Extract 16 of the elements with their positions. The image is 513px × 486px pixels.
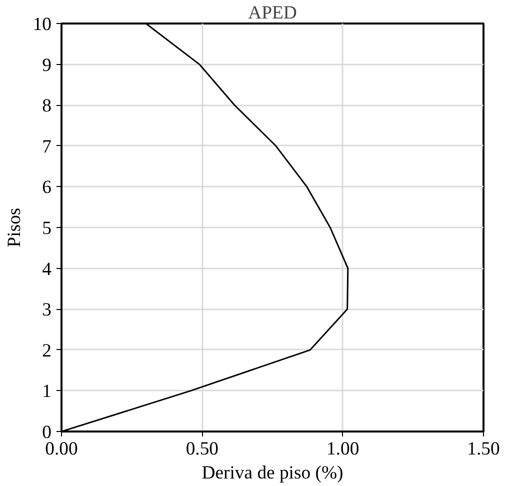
y-axis-title: Pisos: [4, 208, 25, 248]
y-tick-label: 10: [32, 14, 52, 35]
y-tick-label: 1: [42, 381, 52, 402]
chart-title: APED: [248, 2, 297, 24]
y-tick-label: 9: [42, 54, 52, 76]
y-tick-label: 2: [42, 340, 52, 362]
x-tick-label: 1.00: [326, 438, 360, 460]
x-tick-label: 0.50: [186, 438, 218, 460]
y-tick-label: 8: [42, 96, 52, 117]
y-tick-label: 7: [42, 136, 52, 158]
y-tick-label: 4: [42, 258, 52, 280]
x-tick-label: 1.50: [467, 438, 500, 460]
y-tick-label: 6: [42, 177, 52, 198]
x-axis-title: Deriva de piso (%): [202, 462, 344, 484]
y-tick-label: 5: [42, 218, 52, 239]
y-tick-label: 3: [42, 300, 52, 321]
